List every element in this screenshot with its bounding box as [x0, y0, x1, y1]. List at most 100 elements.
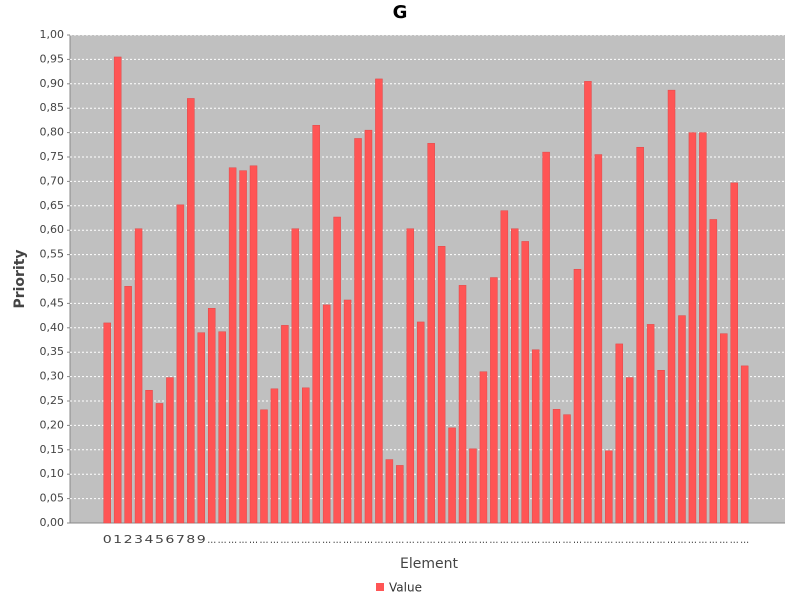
- x-tick-label: ...: [218, 533, 227, 546]
- x-tick-label: ...: [583, 533, 592, 546]
- chart-title: G: [393, 2, 408, 23]
- x-tick-label: ...: [395, 533, 404, 546]
- bar: [270, 388, 279, 524]
- x-tick-label: ...: [542, 533, 551, 546]
- x-axis-label: Element: [400, 556, 458, 572]
- x-tick-label: ...: [259, 533, 268, 546]
- bar: [720, 333, 728, 524]
- x-tick-label: ...: [615, 533, 624, 546]
- bar: [197, 332, 206, 524]
- x-tick-label: 3: [134, 533, 143, 546]
- bar: [521, 241, 529, 524]
- x-tick-label: ...: [458, 533, 467, 546]
- x-tick-label: ...: [270, 533, 279, 546]
- bar: [302, 387, 310, 524]
- bar: [103, 322, 111, 524]
- bar: [385, 459, 394, 524]
- x-tick-label: ...: [594, 533, 603, 546]
- bar: [709, 219, 718, 524]
- bar: [333, 216, 341, 524]
- bar: [113, 56, 122, 524]
- bar: [458, 285, 467, 524]
- y-tick-label: 1,00: [40, 28, 65, 41]
- x-tick-label: ...: [416, 533, 425, 546]
- x-tick-label: ...: [646, 533, 655, 546]
- x-tick-label: ...: [322, 533, 331, 546]
- x-tick-label: ...: [563, 533, 572, 546]
- bar: [218, 331, 226, 524]
- x-tick-label: ...: [552, 533, 561, 546]
- y-tick-label: 0,70: [40, 174, 65, 187]
- bar: [228, 167, 237, 524]
- bar: [552, 409, 561, 524]
- y-tick-label: 0,20: [40, 418, 65, 431]
- y-tick-label: 0,40: [40, 321, 65, 334]
- bar: [427, 143, 435, 524]
- bar: [573, 268, 582, 524]
- x-tick-label: ...: [489, 533, 498, 546]
- bar: [667, 89, 676, 524]
- x-tick-label: ...: [604, 533, 613, 546]
- x-tick-label: ...: [510, 533, 519, 546]
- bar: [416, 321, 425, 524]
- x-tick-label: ...: [427, 533, 436, 546]
- bar: [166, 377, 174, 524]
- y-tick-label: 0,75: [40, 150, 65, 163]
- x-tick-label: ...: [531, 533, 540, 546]
- x-tick-label: ...: [437, 533, 446, 546]
- x-tick-label: 6: [165, 533, 174, 546]
- x-tick-label: ...: [343, 533, 352, 546]
- bar: [563, 414, 571, 524]
- x-tick-label: ...: [249, 533, 258, 546]
- bar: [678, 315, 686, 524]
- y-tick-label: 0,45: [40, 296, 65, 309]
- bar: [124, 286, 132, 524]
- bar: [396, 465, 404, 524]
- bar: [688, 132, 697, 524]
- y-tick-label: 0,00: [40, 516, 65, 529]
- x-tick-label: ...: [385, 533, 394, 546]
- bar: [155, 403, 164, 524]
- x-tick-label: 7: [176, 533, 185, 546]
- x-tick-label: 1: [113, 533, 122, 546]
- x-tick-label: ...: [740, 533, 749, 546]
- x-tick-label: 5: [155, 533, 164, 546]
- bar: [646, 324, 655, 524]
- bar: [249, 165, 258, 524]
- x-tick-label: 4: [145, 533, 154, 546]
- y-tick-label: 0,05: [40, 492, 65, 505]
- bar: [636, 146, 644, 524]
- bar: [187, 98, 195, 524]
- bar: [134, 228, 143, 524]
- y-tick-label: 0,60: [40, 223, 65, 236]
- y-tick-label: 0,90: [40, 77, 65, 90]
- x-tick-label: ...: [730, 533, 739, 546]
- x-tick-label: ...: [406, 533, 415, 546]
- bar: [615, 343, 624, 524]
- x-tick-label: ...: [688, 533, 697, 546]
- bar: [740, 365, 749, 524]
- x-tick-label: ...: [657, 533, 666, 546]
- bar: [406, 228, 415, 524]
- x-tick-label: ...: [500, 533, 509, 546]
- bar: [730, 182, 738, 524]
- x-tick-label: ...: [677, 533, 686, 546]
- bar: [500, 210, 509, 524]
- bar: [479, 371, 488, 524]
- bar: [437, 246, 446, 524]
- y-tick-label: 0,35: [40, 345, 65, 358]
- bar: [145, 390, 153, 524]
- legend-label: Value: [389, 581, 422, 595]
- x-tick-label: ...: [291, 533, 300, 546]
- legend-swatch: [376, 583, 384, 591]
- y-tick-label: 0,15: [40, 443, 65, 456]
- bar: [625, 377, 634, 524]
- x-tick-label: ...: [239, 533, 248, 546]
- y-tick-label: 0,95: [40, 52, 65, 65]
- y-tick-label: 0,30: [40, 370, 65, 383]
- bar: [511, 228, 519, 524]
- y-tick-label: 0,65: [40, 199, 65, 212]
- x-tick-label: ...: [719, 533, 728, 546]
- x-tick-label: ...: [448, 533, 457, 546]
